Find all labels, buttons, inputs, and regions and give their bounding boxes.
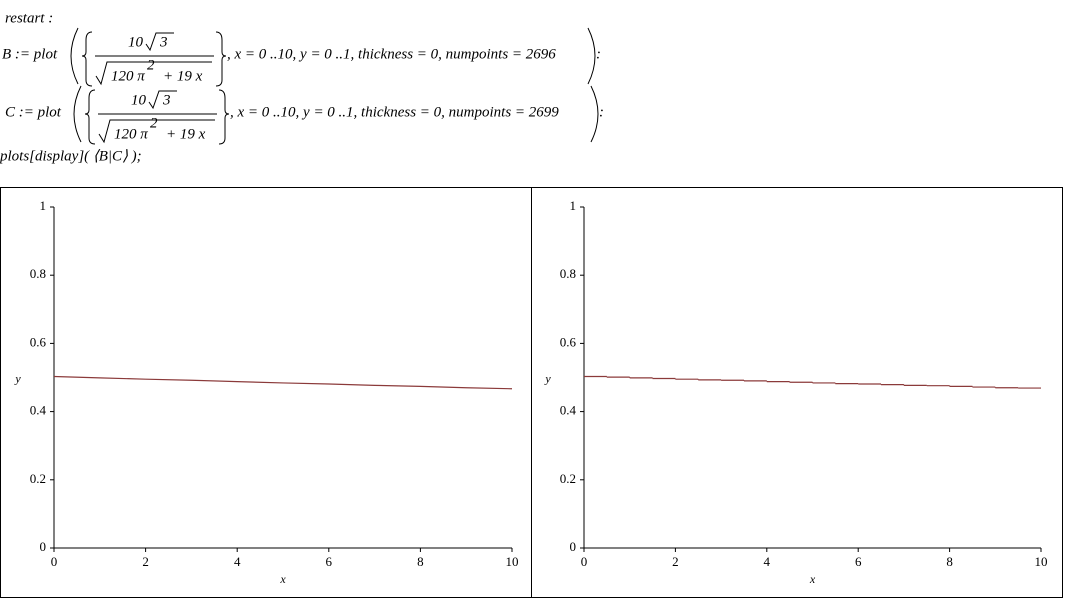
command-args: , x = 0 ..10, y = 0 ..1, thickness = 0, …	[230, 104, 559, 120]
x-tick-label: 10	[1035, 554, 1048, 569]
radicand: 3	[162, 92, 171, 108]
terminator: :	[596, 46, 601, 62]
y-tick-label: 0.6	[30, 334, 47, 349]
x-axis-label: x	[809, 572, 816, 586]
y-tick-label: 1	[40, 198, 47, 213]
sqrt-sign	[98, 119, 215, 144]
y-tick-label: 0.8	[560, 266, 576, 281]
terminator: :	[599, 104, 604, 120]
denominator: 120 π	[111, 68, 145, 84]
sqrt-sign	[148, 90, 177, 110]
command: restart :	[5, 10, 53, 26]
paren	[73, 85, 82, 143]
numerator: 10	[131, 92, 147, 108]
plot-frame	[531, 187, 1063, 598]
brace	[215, 31, 227, 87]
command-lhs: B := plot	[2, 46, 58, 62]
y-axis-label: y	[14, 371, 21, 385]
x-tick-label: 8	[946, 554, 953, 569]
x-tick-label: 0	[581, 554, 588, 569]
command: B := plot 10 3 120 π2 + 19 x , x = 0 ..10, y …	[2, 27, 601, 87]
y-tick-label: 1	[570, 198, 577, 213]
x-tick-label: 6	[855, 554, 862, 569]
x-tick-label: 2	[142, 554, 149, 569]
brace	[218, 89, 230, 145]
brace	[84, 89, 96, 145]
command-lhs: C := plot	[5, 104, 62, 120]
paren	[70, 27, 79, 85]
sqrt-sign	[145, 32, 174, 52]
denominator-rest: + 19 x	[166, 126, 206, 142]
radicand: 3	[159, 34, 168, 50]
x-tick-label: 0	[51, 554, 58, 569]
exponent: 2	[150, 115, 158, 131]
paren	[587, 27, 596, 85]
x-tick-label: 8	[417, 554, 424, 569]
x-tick-label: 6	[326, 554, 333, 569]
command-args: , x = 0 ..10, y = 0 ..1, thickness = 0, …	[227, 46, 556, 62]
denominator-rest: + 19 x	[163, 68, 203, 84]
x-axis-label: x	[279, 572, 286, 586]
y-tick-label: 0.2	[560, 471, 576, 486]
numerator: 10	[128, 34, 144, 50]
command: C := plot 10 3 120 π2 + 19 x , x = 0 ..10, y …	[5, 85, 604, 145]
y-tick-label: 0	[570, 539, 577, 554]
y-tick-label: 0.4	[30, 403, 47, 418]
x-tick-label: 4	[764, 554, 771, 569]
x-tick-label: 4	[234, 554, 241, 569]
plot-frame	[0, 187, 532, 598]
y-tick-label: 0.2	[30, 471, 46, 486]
paren	[590, 85, 599, 143]
denominator: 120 π	[114, 126, 148, 142]
data-line	[53, 375, 513, 390]
y-axis-label: y	[544, 371, 551, 385]
x-tick-label: 2	[672, 554, 679, 569]
x-tick-label: 10	[506, 554, 519, 569]
y-tick-label: 0.4	[560, 403, 577, 418]
exponent: 2	[147, 57, 155, 73]
y-tick-label: 0	[40, 539, 47, 554]
y-tick-label: 0.6	[560, 334, 577, 349]
brace	[81, 31, 93, 87]
command: plots[display]( ⟨B|C⟩ );	[0, 148, 142, 164]
y-tick-label: 0.8	[30, 266, 46, 281]
sqrt-sign	[95, 61, 212, 86]
